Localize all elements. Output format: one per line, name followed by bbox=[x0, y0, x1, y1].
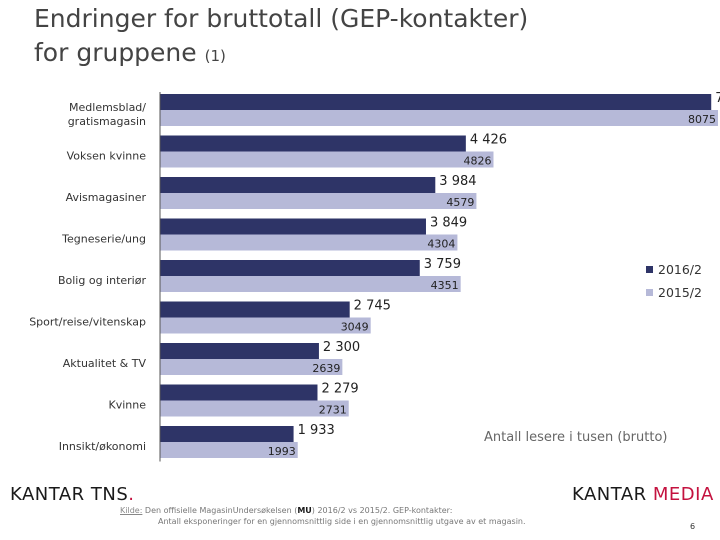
data-label-2016: 2 745 bbox=[354, 299, 391, 314]
category-label: Innsikt/økonomi bbox=[59, 440, 146, 453]
bar-2016 bbox=[160, 343, 319, 359]
bar-2015 bbox=[160, 276, 461, 292]
source-mu: MU bbox=[297, 506, 312, 515]
kantar-tns-logo: KANTAR TNS. bbox=[10, 484, 135, 505]
legend-item-2015: 2015/2 bbox=[646, 285, 702, 300]
kantar-media-logo-text-a: KANTAR bbox=[572, 484, 653, 505]
bar-2016 bbox=[160, 301, 350, 318]
category-label: Kvinne bbox=[109, 399, 147, 412]
data-label-2015: 4304 bbox=[427, 238, 455, 251]
data-label-2016: 3 759 bbox=[424, 257, 461, 272]
legend-label-2016: 2016/2 bbox=[658, 262, 702, 277]
category-label: Tegneserie/ung bbox=[61, 233, 146, 246]
bar-2015 bbox=[160, 359, 343, 375]
bar-2016 bbox=[160, 177, 436, 193]
data-label-2016: 7 977 bbox=[715, 91, 720, 106]
kantar-tns-logo-mark: . bbox=[128, 484, 135, 505]
data-label-2015: 4351 bbox=[431, 279, 459, 292]
title-line-2: for gruppene (1) bbox=[34, 36, 528, 73]
kantar-media-logo-text-b: MEDIA bbox=[652, 484, 714, 505]
legend-label-2015: 2015/2 bbox=[658, 285, 702, 300]
bar-2016 bbox=[160, 384, 318, 401]
kantar-tns-logo-text: KANTAR TNS bbox=[10, 484, 129, 505]
category-label: Aktualitet & TV bbox=[63, 357, 147, 370]
data-label-2015: 1993 bbox=[268, 445, 296, 458]
bar-2015 bbox=[160, 234, 458, 251]
category-label: Bolig og interiør bbox=[58, 274, 146, 287]
title-line-2-text: for gruppene bbox=[34, 38, 197, 67]
bar-2015 bbox=[160, 151, 494, 168]
kantar-media-logo: KANTAR MEDIA bbox=[572, 484, 714, 505]
bar-2016 bbox=[160, 135, 466, 152]
data-label-2016: 3 849 bbox=[430, 216, 467, 231]
bar-2015 bbox=[160, 110, 718, 126]
unit-note: Antall lesere i tusen (brutto) bbox=[484, 430, 668, 445]
data-label-2015: 4579 bbox=[446, 196, 474, 209]
category-label: Voksen kvinne bbox=[67, 150, 147, 163]
data-label-2016: 2 300 bbox=[323, 340, 360, 355]
source-line-2: Antall eksponeringer for en gjennomsnitt… bbox=[158, 517, 526, 526]
data-label-2015: 2639 bbox=[312, 362, 340, 375]
data-label-2015: 8075 bbox=[688, 113, 716, 126]
data-label-2015: 2731 bbox=[319, 404, 347, 417]
data-label-2016: 4 426 bbox=[470, 133, 507, 148]
legend-swatch-2016 bbox=[646, 266, 653, 273]
chart-title: Endringer for bruttotall (GEP-kontakter)… bbox=[34, 2, 528, 73]
category-label: Avismagasiner bbox=[66, 191, 147, 204]
bar-2016 bbox=[160, 426, 294, 442]
source-line-1b: ) 2016/2 vs 2015/2. GEP-kontakter: bbox=[311, 506, 453, 515]
bar-2016 bbox=[160, 260, 420, 276]
page-number: 6 bbox=[690, 522, 696, 531]
legend-swatch-2015 bbox=[646, 289, 653, 296]
source-line-1a: Den offisielle MagasinUndersøkelsen ( bbox=[142, 506, 298, 515]
legend-item-2016: 2016/2 bbox=[646, 262, 702, 277]
bar-2015 bbox=[160, 400, 349, 417]
source-key: Kilde: bbox=[120, 506, 143, 515]
category-label: Sport/reise/vitenskap bbox=[29, 316, 146, 329]
bar-2015 bbox=[160, 193, 477, 209]
data-label-2015: 4826 bbox=[463, 155, 491, 168]
data-label-2015: 3049 bbox=[341, 321, 369, 334]
source-note: Kilde: Den offisielle MagasinUndersøkels… bbox=[120, 505, 526, 527]
data-label-2016: 1 933 bbox=[298, 423, 335, 438]
bar-2016 bbox=[160, 94, 712, 110]
data-label-2016: 3 984 bbox=[439, 174, 476, 189]
bar-2016 bbox=[160, 218, 426, 235]
data-label-2016: 2 279 bbox=[321, 382, 358, 397]
bar-2015 bbox=[160, 317, 371, 334]
title-line-1: Endringer for bruttotall (GEP-kontakter) bbox=[34, 4, 529, 33]
category-label: Medlemsblad/gratismagasin bbox=[68, 101, 147, 128]
title-suffix: (1) bbox=[204, 47, 226, 65]
bar-2015 bbox=[160, 442, 298, 458]
